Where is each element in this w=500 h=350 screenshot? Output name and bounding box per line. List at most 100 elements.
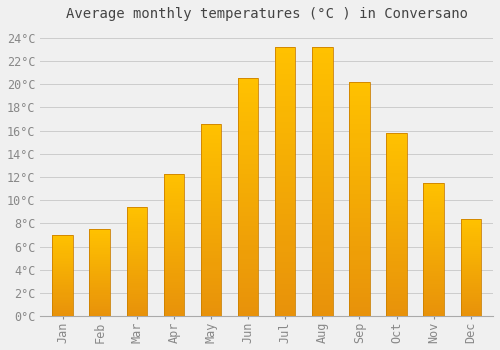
Bar: [350, 218, 370, 223]
Bar: [90, 260, 110, 262]
Bar: [164, 191, 184, 194]
Bar: [201, 293, 221, 297]
Bar: [460, 267, 481, 270]
Bar: [201, 150, 221, 154]
Bar: [460, 295, 481, 297]
Bar: [312, 58, 332, 63]
Bar: [52, 303, 73, 305]
Bar: [424, 236, 444, 239]
Bar: [238, 83, 258, 88]
Bar: [350, 284, 370, 288]
Bar: [201, 312, 221, 316]
Bar: [90, 264, 110, 266]
Bar: [350, 133, 370, 138]
Bar: [275, 176, 295, 182]
Bar: [90, 290, 110, 292]
Bar: [164, 290, 184, 293]
Bar: [350, 171, 370, 176]
Bar: [126, 275, 147, 277]
Bar: [424, 183, 444, 186]
Bar: [90, 250, 110, 252]
Bar: [52, 275, 73, 277]
Bar: [275, 96, 295, 101]
Bar: [201, 124, 221, 316]
Bar: [201, 228, 221, 231]
Bar: [52, 274, 73, 275]
Bar: [126, 299, 147, 301]
Bar: [350, 307, 370, 312]
Bar: [126, 238, 147, 240]
Bar: [275, 63, 295, 69]
Bar: [312, 160, 332, 166]
Bar: [52, 266, 73, 267]
Bar: [312, 268, 332, 273]
Bar: [460, 266, 481, 267]
Bar: [424, 228, 444, 231]
Bar: [460, 271, 481, 273]
Bar: [275, 236, 295, 241]
Bar: [238, 202, 258, 207]
Bar: [386, 144, 407, 148]
Bar: [90, 243, 110, 245]
Bar: [275, 74, 295, 79]
Bar: [52, 285, 73, 287]
Bar: [312, 241, 332, 246]
Bar: [312, 198, 332, 203]
Bar: [164, 242, 184, 245]
Bar: [275, 58, 295, 63]
Bar: [424, 250, 444, 252]
Bar: [386, 203, 407, 206]
Bar: [164, 174, 184, 316]
Bar: [52, 264, 73, 266]
Bar: [275, 252, 295, 257]
Bar: [238, 145, 258, 150]
Bar: [201, 251, 221, 254]
Bar: [238, 259, 258, 264]
Bar: [275, 166, 295, 171]
Bar: [238, 121, 258, 126]
Bar: [201, 308, 221, 312]
Bar: [460, 291, 481, 293]
Bar: [312, 85, 332, 90]
Bar: [312, 209, 332, 214]
Bar: [275, 295, 295, 300]
Bar: [424, 186, 444, 188]
Bar: [52, 237, 73, 238]
Bar: [201, 189, 221, 193]
Bar: [386, 181, 407, 184]
Bar: [350, 166, 370, 171]
Bar: [275, 311, 295, 316]
Bar: [238, 131, 258, 135]
Bar: [350, 255, 370, 260]
Bar: [238, 231, 258, 235]
Bar: [90, 288, 110, 290]
Bar: [460, 230, 481, 232]
Bar: [386, 246, 407, 250]
Bar: [386, 287, 407, 290]
Bar: [52, 284, 73, 285]
Bar: [164, 194, 184, 196]
Bar: [90, 266, 110, 267]
Bar: [275, 171, 295, 176]
Bar: [275, 300, 295, 305]
Bar: [312, 289, 332, 295]
Bar: [201, 131, 221, 135]
Bar: [126, 266, 147, 268]
Bar: [201, 166, 221, 170]
Bar: [312, 193, 332, 198]
Bar: [201, 231, 221, 235]
Bar: [350, 194, 370, 199]
Bar: [460, 283, 481, 285]
Bar: [126, 207, 147, 316]
Bar: [126, 279, 147, 281]
Bar: [164, 205, 184, 208]
Bar: [275, 133, 295, 139]
Bar: [52, 259, 73, 261]
Bar: [52, 280, 73, 282]
Bar: [52, 298, 73, 300]
Bar: [164, 256, 184, 259]
Bar: [460, 248, 481, 250]
Bar: [386, 305, 407, 309]
Bar: [424, 225, 444, 228]
Bar: [275, 52, 295, 58]
